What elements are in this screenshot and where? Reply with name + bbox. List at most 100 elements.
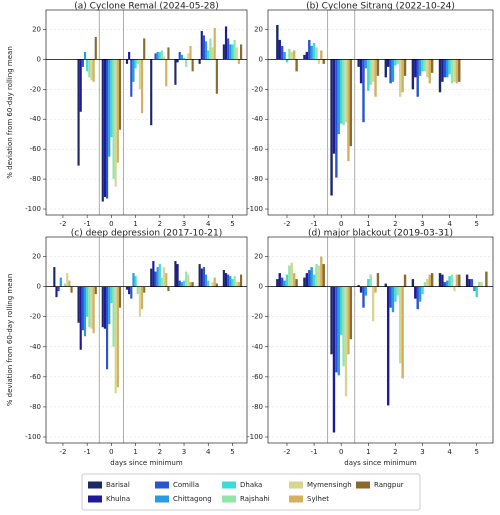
legend-label: Dhaka bbox=[240, 481, 262, 489]
bar bbox=[384, 59, 387, 78]
y-tick-label: -80 bbox=[30, 175, 41, 183]
bar bbox=[389, 59, 392, 84]
bar bbox=[174, 59, 177, 85]
y-tick-label: -100 bbox=[25, 433, 41, 441]
x-tick-label: 5 bbox=[230, 220, 234, 228]
bar bbox=[367, 279, 370, 287]
bar bbox=[70, 286, 73, 293]
bar bbox=[443, 59, 447, 78]
y-tick-label: 0 bbox=[259, 283, 263, 291]
legend-swatch bbox=[289, 481, 303, 489]
bar bbox=[312, 42, 316, 60]
bar bbox=[441, 274, 444, 287]
bar bbox=[426, 279, 429, 287]
bar bbox=[394, 59, 397, 66]
y-tick-label: -60 bbox=[252, 145, 263, 153]
bar bbox=[156, 51, 159, 60]
bar bbox=[349, 286, 353, 340]
bar bbox=[342, 59, 345, 126]
bar bbox=[280, 277, 284, 287]
bar bbox=[198, 59, 201, 64]
bar bbox=[396, 286, 400, 296]
bar bbox=[428, 274, 431, 287]
bar bbox=[209, 38, 212, 60]
x-tick-label: 4 bbox=[447, 448, 452, 456]
bar bbox=[430, 273, 434, 287]
bar bbox=[233, 276, 236, 287]
bar bbox=[92, 59, 95, 82]
bar bbox=[308, 270, 311, 287]
panel-title: (d) major blackout (2019-03-31) bbox=[308, 229, 453, 239]
bar bbox=[468, 279, 471, 287]
bar bbox=[322, 264, 325, 287]
bar bbox=[450, 274, 454, 287]
bar bbox=[371, 59, 375, 82]
bar bbox=[414, 286, 417, 299]
panel-title: (c) deep depression (2017-10-21) bbox=[71, 229, 222, 239]
bar bbox=[475, 286, 478, 298]
bar bbox=[191, 59, 194, 72]
bar bbox=[330, 286, 333, 355]
bar bbox=[235, 282, 238, 287]
bar bbox=[416, 59, 419, 97]
y-tick-label: 20 bbox=[254, 25, 263, 33]
bar bbox=[134, 276, 137, 287]
legend-label: Comilla bbox=[173, 481, 199, 489]
bar bbox=[344, 59, 348, 123]
bar bbox=[278, 39, 281, 60]
x-tick-label: 3 bbox=[420, 448, 424, 456]
x-tick-label: 0 bbox=[339, 220, 343, 228]
bar bbox=[57, 286, 60, 292]
bar bbox=[416, 286, 419, 310]
bar bbox=[448, 276, 451, 287]
bar bbox=[418, 286, 422, 302]
y-tick-label: -20 bbox=[30, 313, 41, 321]
legend-swatch bbox=[356, 481, 370, 489]
bar bbox=[477, 282, 481, 287]
legend-swatch bbox=[222, 481, 236, 489]
bar bbox=[391, 286, 395, 313]
bar bbox=[285, 59, 289, 63]
bar bbox=[315, 47, 318, 60]
bar bbox=[371, 286, 375, 322]
bar bbox=[176, 59, 179, 63]
legend-label: Khulna bbox=[106, 495, 130, 503]
y-tick-label: 20 bbox=[32, 25, 41, 33]
bar bbox=[276, 24, 279, 60]
bar bbox=[376, 273, 380, 287]
bar bbox=[200, 30, 203, 60]
bar bbox=[310, 45, 313, 60]
bar bbox=[450, 59, 454, 84]
bar bbox=[150, 59, 153, 126]
bar bbox=[90, 286, 93, 329]
bar bbox=[362, 59, 365, 123]
bar bbox=[430, 59, 434, 73]
bar bbox=[421, 286, 424, 295]
bar bbox=[384, 283, 387, 287]
bar bbox=[103, 59, 107, 198]
panel-title: (b) Cyclone Sitrang (2022-10-24) bbox=[306, 2, 455, 12]
bar bbox=[213, 27, 216, 60]
bar bbox=[233, 39, 236, 60]
bar bbox=[165, 273, 168, 287]
bar bbox=[77, 59, 80, 166]
bar bbox=[399, 286, 402, 364]
x-tick-label: 4 bbox=[206, 448, 211, 456]
legend-swatch bbox=[88, 495, 102, 503]
bar bbox=[88, 59, 91, 78]
bar bbox=[312, 274, 316, 287]
bar bbox=[101, 286, 104, 328]
bar bbox=[288, 48, 291, 60]
y-tick-label: -40 bbox=[252, 343, 263, 351]
x-tick-label: 5 bbox=[475, 448, 479, 456]
bar bbox=[174, 261, 177, 287]
bar bbox=[66, 273, 69, 287]
bar bbox=[231, 44, 234, 60]
bar bbox=[386, 286, 390, 406]
bar bbox=[158, 264, 161, 287]
y-tick-label: 20 bbox=[32, 253, 41, 261]
bar bbox=[185, 271, 188, 287]
bar bbox=[116, 59, 119, 163]
x-axis-label: days since minimum bbox=[110, 459, 183, 467]
legend-swatch bbox=[155, 481, 169, 489]
